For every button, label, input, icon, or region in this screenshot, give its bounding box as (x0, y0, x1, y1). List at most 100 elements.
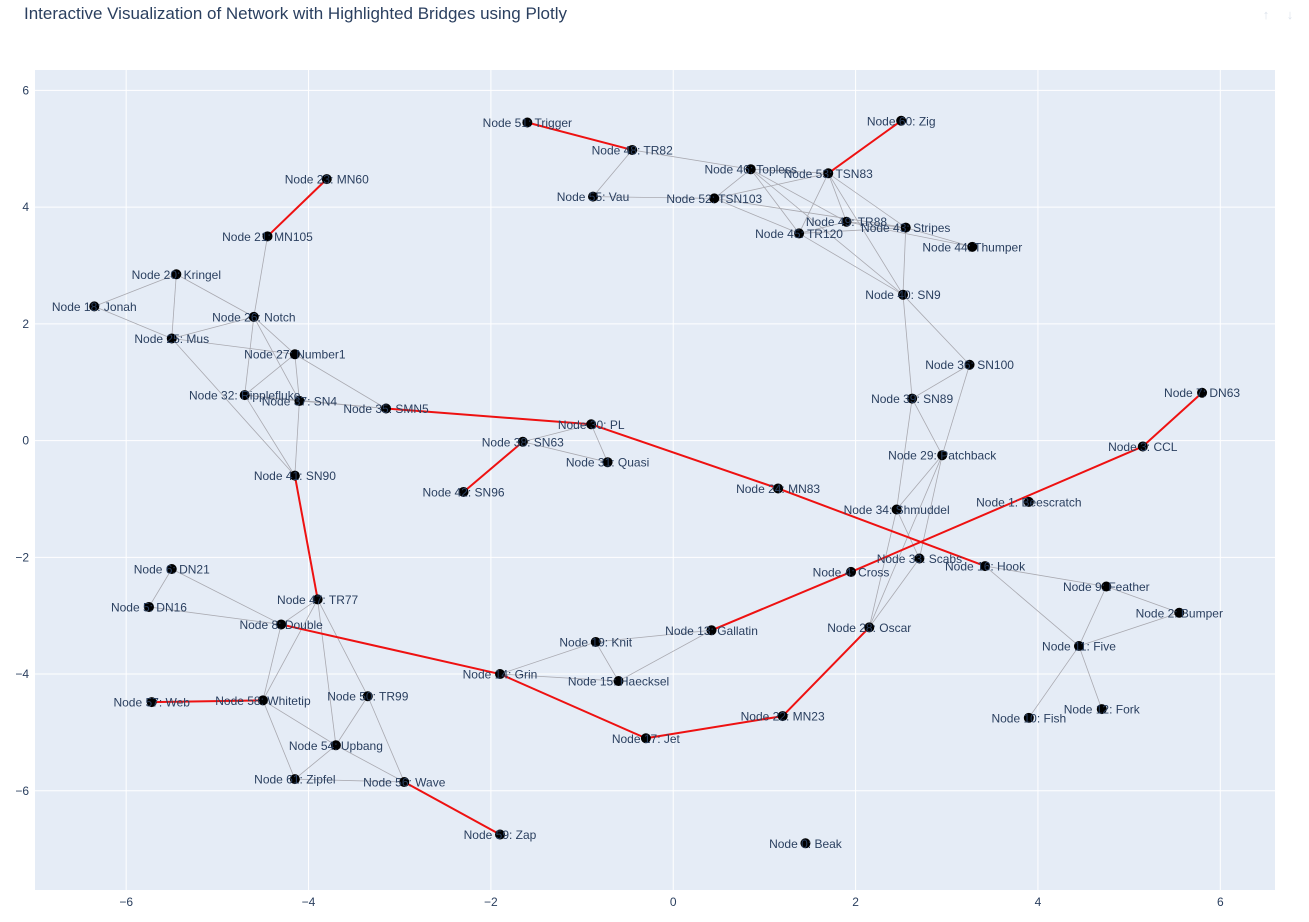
network-node[interactable] (1197, 387, 1208, 398)
network-node[interactable] (1073, 641, 1084, 652)
network-node[interactable] (312, 594, 323, 605)
network-node[interactable] (321, 174, 332, 185)
network-node[interactable] (171, 269, 182, 280)
network-node[interactable] (239, 390, 250, 401)
node-label: Node 40: SN9 (865, 288, 941, 302)
node-label: Node 55: Vau (557, 190, 630, 204)
network-edge (941, 364, 970, 456)
network-node[interactable] (706, 625, 717, 636)
network-node[interactable] (800, 838, 811, 849)
network-edge (94, 273, 177, 307)
network-node[interactable] (627, 144, 638, 155)
network-node[interactable] (964, 359, 975, 370)
network-node[interactable] (458, 486, 469, 497)
network-node[interactable] (330, 740, 341, 751)
network-node[interactable] (896, 115, 907, 126)
network-node[interactable] (777, 711, 788, 722)
network-node[interactable] (276, 619, 287, 630)
node-label: Node 0: Beak (769, 837, 843, 851)
plot-background (35, 70, 1275, 890)
y-tick-label: 0 (22, 434, 29, 448)
node-label: Node 56: Wave (363, 776, 446, 790)
network-node[interactable] (294, 395, 305, 406)
node-label: Node 31: Quasi (566, 456, 649, 470)
network-node[interactable] (709, 193, 720, 204)
network-node[interactable] (613, 676, 624, 687)
node-label: Node 19: Knit (559, 635, 632, 649)
node-label: Node 3: CCL (1108, 440, 1178, 454)
network-node[interactable] (262, 231, 273, 242)
network-node[interactable] (794, 228, 805, 239)
bridge-edge (850, 445, 1144, 573)
network-node[interactable] (381, 403, 392, 414)
network-node[interactable] (937, 450, 948, 461)
network-node[interactable] (146, 697, 157, 708)
network-edge (499, 673, 619, 682)
network-node[interactable] (841, 216, 852, 227)
network-node[interactable] (1137, 441, 1148, 452)
network-node[interactable] (495, 669, 505, 680)
network-node[interactable] (846, 566, 857, 577)
network-node[interactable] (362, 691, 373, 702)
network-node[interactable] (289, 349, 300, 360)
network-edge (1078, 586, 1107, 647)
network-node[interactable] (914, 553, 925, 564)
network-node[interactable] (602, 457, 613, 468)
node-label: Node 57: Web (113, 696, 190, 710)
network-node[interactable] (864, 622, 875, 633)
network-node[interactable] (1023, 712, 1034, 723)
network-node[interactable] (522, 117, 533, 128)
network-edge (262, 700, 296, 780)
network-node[interactable] (773, 483, 784, 494)
network-edge (896, 454, 943, 510)
y-tick-label: −4 (15, 667, 29, 681)
network-node[interactable] (891, 504, 902, 515)
network-node[interactable] (257, 695, 268, 706)
network-node[interactable] (1096, 704, 1107, 715)
network-edge (262, 624, 282, 701)
zoom-out-icon[interactable]: ↓ (1286, 7, 1294, 22)
network-node[interactable] (907, 393, 918, 404)
network-node[interactable] (517, 436, 528, 447)
node-label: Node 15: Haecksel (568, 675, 669, 689)
node-label: Node 58: Whitetip (215, 694, 311, 708)
network-node[interactable] (586, 419, 597, 430)
node-label: Node 38: SN63 (482, 435, 564, 449)
network-node[interactable] (640, 733, 651, 744)
network-node[interactable] (588, 191, 598, 202)
zoom-in-icon[interactable]: ↑ (1262, 7, 1270, 22)
network-node[interactable] (289, 774, 300, 785)
network-edge (846, 221, 906, 228)
network-edge (592, 149, 633, 197)
network-node[interactable] (900, 222, 911, 233)
network-node[interactable] (166, 564, 177, 575)
network-edge (714, 168, 751, 199)
network-node[interactable] (399, 777, 410, 788)
network-node[interactable] (89, 301, 100, 312)
node-label: Node 35: SMN5 (343, 402, 429, 416)
network-node[interactable] (980, 561, 991, 572)
network-node[interactable] (898, 289, 908, 300)
network-node[interactable] (745, 164, 756, 175)
modebar[interactable]: ↑ ↓ (1257, 6, 1299, 24)
network-node[interactable] (1023, 496, 1034, 507)
network-node[interactable] (166, 333, 177, 344)
node-label: Node 42: SN96 (422, 485, 504, 499)
node-label: Node 21: MN105 (222, 230, 313, 244)
bridge-edge (711, 570, 852, 632)
network-node[interactable] (1174, 607, 1185, 618)
network-edge (868, 509, 898, 628)
network-node[interactable] (823, 168, 834, 179)
network-node[interactable] (143, 601, 154, 612)
network-node[interactable] (248, 311, 259, 322)
network-edge (750, 168, 847, 223)
network-node[interactable] (967, 241, 978, 252)
network-node[interactable] (495, 829, 505, 840)
network-node[interactable] (590, 636, 601, 647)
node-label: Node 29: Patchback (888, 449, 997, 463)
network-node[interactable] (1101, 581, 1112, 592)
network-edge (868, 558, 920, 628)
network-node[interactable] (289, 470, 300, 481)
network-edge (911, 364, 970, 399)
